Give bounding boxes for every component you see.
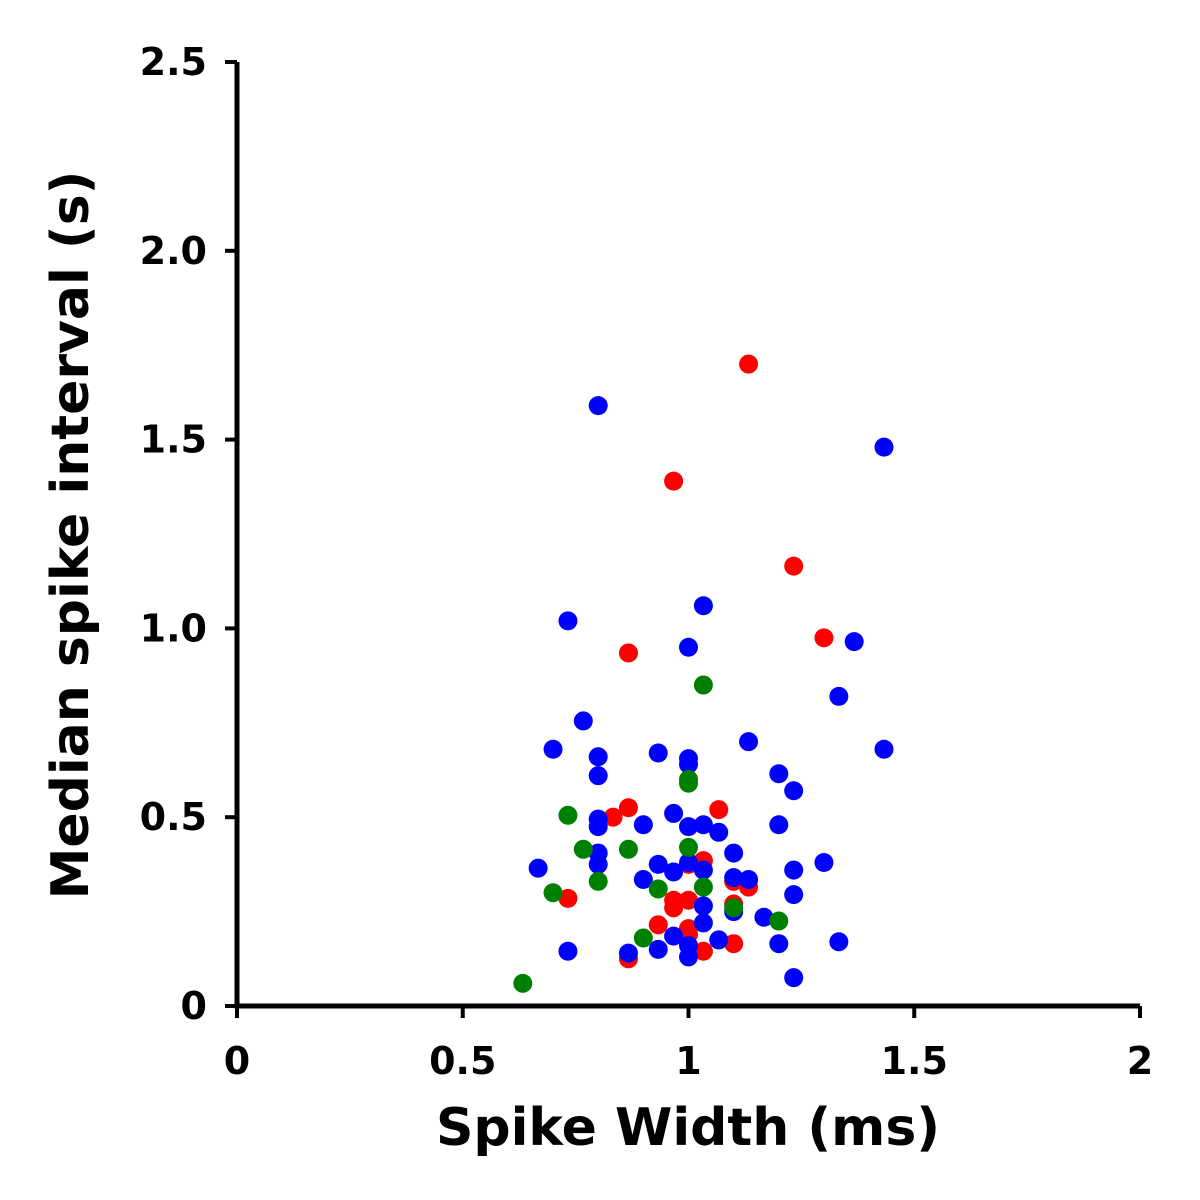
- data-point: [784, 781, 804, 801]
- y-axis-label: Median spike interval (s): [41, 171, 101, 900]
- data-point: [679, 890, 698, 910]
- data-point: [648, 915, 668, 935]
- data-point: [724, 843, 744, 863]
- data-point: [829, 932, 849, 952]
- data-point: [709, 822, 729, 842]
- data-point: [558, 611, 578, 631]
- data-point: [664, 803, 684, 823]
- x-tick-label: 1: [675, 1039, 701, 1083]
- data-point: [724, 898, 744, 918]
- data-point: [603, 807, 623, 827]
- x-tick-label: 0: [224, 1039, 250, 1083]
- y-tick-label: 0.5: [140, 795, 207, 839]
- x-tick-label: 2: [1127, 1039, 1153, 1083]
- data-point: [573, 711, 593, 731]
- data-point: [814, 628, 834, 648]
- data-point: [829, 686, 849, 706]
- data-point: [588, 766, 608, 786]
- data-point: [573, 839, 593, 859]
- data-point: [648, 939, 668, 959]
- data-point: [543, 739, 563, 759]
- data-point: [693, 675, 713, 695]
- x-tick-label: 0.5: [429, 1039, 496, 1083]
- data-point: [709, 800, 729, 820]
- data-point: [679, 817, 698, 837]
- y-tick-label: 2.5: [140, 40, 207, 84]
- data-point: [588, 396, 608, 416]
- data-point: [693, 896, 713, 916]
- y-tick-label: 1.5: [140, 418, 207, 462]
- data-point: [664, 898, 684, 918]
- data-point: [558, 805, 578, 825]
- data-point: [588, 854, 608, 874]
- data-point: [558, 941, 578, 961]
- data-point: [739, 732, 759, 752]
- data-point: [769, 764, 789, 784]
- x-axis-label: Spike Width (ms): [436, 1098, 940, 1158]
- data-point: [739, 870, 759, 890]
- data-point: [679, 637, 698, 657]
- data-point: [588, 817, 608, 837]
- y-tick-label: 1.0: [140, 606, 207, 650]
- data-point: [664, 862, 684, 882]
- data-point: [844, 632, 864, 652]
- y-tick-label: 2.0: [140, 229, 207, 273]
- data-point: [543, 883, 563, 903]
- data-point: [618, 798, 638, 818]
- data-point: [724, 934, 744, 954]
- data-point: [693, 941, 713, 961]
- data-point: [874, 437, 894, 457]
- data-point: [679, 754, 698, 774]
- data-point: [664, 471, 684, 491]
- y-tick-label: 0: [181, 984, 207, 1028]
- data-point: [874, 739, 894, 759]
- data-point: [528, 858, 548, 878]
- data-point: [679, 773, 698, 793]
- data-point: [648, 854, 668, 874]
- data-point: [784, 556, 804, 576]
- data-point: [693, 877, 713, 897]
- data-point: [754, 907, 774, 927]
- data-point: [633, 928, 653, 948]
- x-tick-label: 1.5: [881, 1039, 948, 1083]
- data-point: [814, 853, 834, 873]
- data-point: [679, 837, 698, 857]
- data-point: [693, 815, 713, 835]
- data-point: [558, 888, 578, 908]
- data-point: [769, 815, 789, 835]
- ticks-layer: 0 0.5 1 1.5 2 0 0.5 1.0 1.5 2.0 2.5: [140, 40, 1154, 1083]
- data-point: [618, 943, 638, 963]
- data-point: [588, 747, 608, 767]
- data-point: [588, 871, 608, 891]
- data-point: [648, 879, 668, 899]
- data-point: [648, 743, 668, 763]
- data-point: [679, 947, 698, 967]
- points-layer: [513, 354, 894, 993]
- data-point: [769, 934, 789, 954]
- data-point: [679, 853, 698, 873]
- data-point: [513, 973, 533, 993]
- data-point: [784, 968, 804, 988]
- data-point: [769, 911, 789, 931]
- data-point: [693, 860, 713, 880]
- data-point: [618, 643, 638, 663]
- data-point: [633, 815, 653, 835]
- data-point: [693, 596, 713, 616]
- data-point: [693, 913, 713, 933]
- data-point: [633, 870, 653, 890]
- data-point: [664, 926, 684, 946]
- data-point: [724, 868, 744, 888]
- data-point: [739, 354, 759, 374]
- data-point: [784, 885, 804, 905]
- data-point: [784, 860, 804, 880]
- data-point: [709, 930, 729, 950]
- data-point: [618, 839, 638, 859]
